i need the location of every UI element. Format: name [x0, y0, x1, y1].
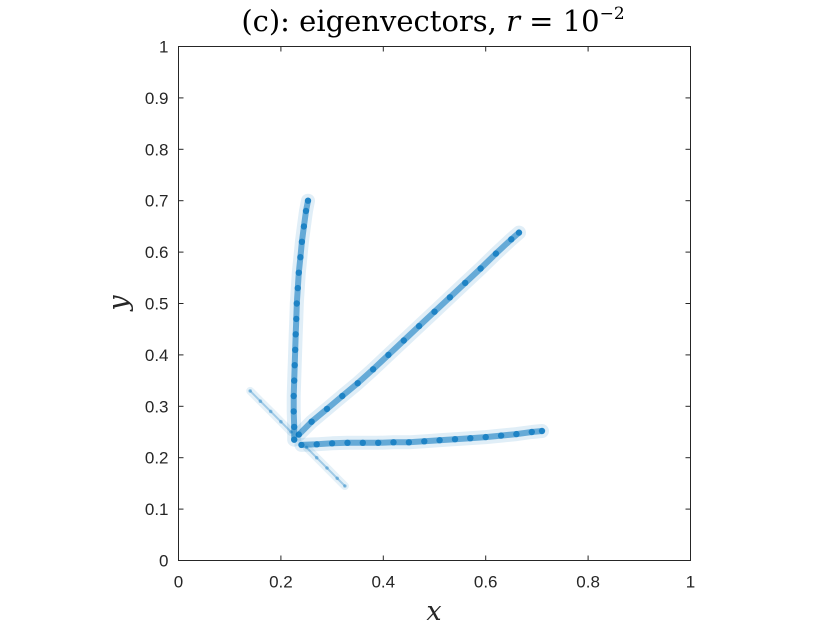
y-tick-label: 0.7 [145, 192, 169, 211]
scatter-point [308, 418, 315, 425]
y-axis-label: y [103, 295, 134, 312]
x-tick-label: 0.4 [371, 573, 395, 592]
scatter-point [369, 366, 377, 373]
chart-title-equals: = 10 [520, 4, 600, 38]
scatter-point [497, 432, 505, 439]
scatter-point [436, 437, 443, 444]
scatter-point [323, 405, 331, 413]
scatter-point [528, 428, 535, 436]
scatter-point [451, 436, 459, 443]
series-core [295, 229, 522, 438]
y-tick-label: 0.8 [145, 140, 169, 159]
y-tick-label: 0.6 [145, 243, 169, 262]
chart-title: (c): eigenvectors, r = 10−2 [241, 4, 624, 38]
scatter-point [289, 430, 293, 434]
scatter-point [291, 423, 298, 431]
y-tick-label: 1 [159, 38, 168, 57]
scatter-point [302, 207, 310, 215]
scatter-point [508, 236, 515, 243]
scatter-point [290, 408, 297, 415]
y-tick-label: 0.5 [145, 295, 169, 314]
scatter-point [290, 392, 297, 400]
scatter-point [300, 223, 308, 230]
scatter-point [359, 439, 366, 446]
scatter-point [431, 308, 438, 315]
scatter-point [335, 476, 340, 481]
y-tick-label: 0.4 [145, 346, 169, 365]
scatter-point [292, 346, 299, 353]
scatter-point [268, 409, 273, 414]
y-tick-label: 0 [159, 552, 168, 571]
scatter-point [390, 439, 397, 446]
scatter-point [258, 399, 263, 404]
scatter-point [462, 279, 469, 287]
chart-title-prefix: (c): eigenvectors, [241, 4, 506, 38]
scatter-point [482, 433, 489, 441]
scatter-point [415, 322, 423, 330]
scatter-point [279, 419, 283, 424]
scatter-point [492, 250, 500, 257]
scatter-point [313, 441, 320, 448]
scatter-point [304, 445, 309, 450]
x-tick-label: 0.2 [269, 573, 293, 592]
scatter-point [294, 284, 301, 292]
chart-title-variable: r [506, 4, 522, 38]
series-halo [302, 443, 349, 490]
scatter-point [477, 265, 484, 272]
scatter-point [339, 392, 346, 400]
x-tick-label: 0.6 [474, 573, 498, 592]
series-core [305, 446, 346, 487]
scatter-point [297, 254, 304, 261]
scatter-point [291, 377, 298, 384]
scatter-point [538, 427, 546, 435]
scatter-point [291, 362, 298, 369]
scatter-point [293, 315, 300, 323]
scatter-point [295, 269, 302, 276]
scatter-markers [246, 193, 549, 490]
scatter-point [298, 441, 305, 449]
scatter-point [304, 197, 312, 204]
scatter-point [421, 438, 428, 445]
x-tick-label: 1 [686, 573, 695, 592]
x-axis-label: x [426, 596, 441, 627]
scatter-point [314, 455, 319, 460]
y-tick-label: 0.9 [145, 89, 169, 108]
scatter-point [400, 337, 407, 344]
y-tick-label: 0.1 [145, 500, 169, 519]
scatter-point [328, 440, 336, 447]
y-tick-label: 0.3 [145, 397, 169, 416]
scatter-point [343, 484, 347, 488]
scatter-point [385, 351, 392, 359]
series-core [249, 389, 293, 433]
scatter-point [292, 331, 299, 338]
scatter-point [298, 238, 306, 245]
axis-ticks: 0 0.2 0.4 0.6 0.8 1 0 0.1 0.2 0.3 0.4 0.5 0.6 0.7 0.8 0… [145, 38, 695, 592]
y-tick-label: 0.2 [145, 449, 169, 468]
scatter-point [248, 389, 252, 393]
x-tick-label: 0.8 [576, 573, 600, 592]
scatter-point [325, 466, 329, 470]
scatter-point [293, 300, 300, 307]
chart-title-exponent: −2 [600, 4, 625, 24]
scatter-point [446, 294, 454, 301]
scatter-point [344, 439, 351, 446]
scatter-point [354, 380, 361, 387]
scatter-point [291, 436, 298, 443]
scatter-point [405, 439, 413, 446]
x-tick-label: 0 [174, 573, 183, 592]
scatter-point [467, 435, 474, 442]
scatter-point [375, 439, 382, 446]
series-halo [246, 386, 296, 436]
scatter-point [515, 229, 523, 236]
scatter-point [513, 430, 520, 438]
scatter-point [295, 431, 302, 438]
